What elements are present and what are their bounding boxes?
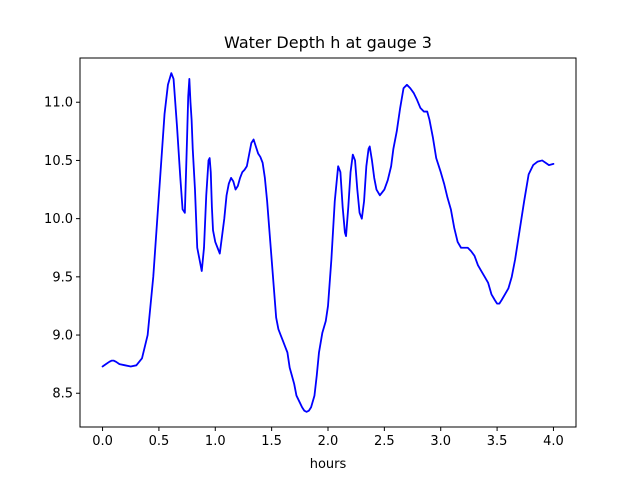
x-tick-label: 2.0 [318,434,339,449]
y-tick-label: 10.5 [44,154,73,169]
plot-area-frame [79,57,577,428]
x-axis-ticks: 0.0 0.5 1.0 1.5 2.0 2.5 3.0 3.5 4.0 [92,427,564,449]
y-tick-label: 9.5 [52,270,73,285]
chart-title: Water Depth h at gauge 3 [224,33,432,52]
x-tick-label: 3.5 [487,434,508,449]
x-tick-label: 1.0 [205,434,226,449]
series-layer [101,72,555,413]
y-tick-label: 9.0 [52,329,73,344]
x-axis-label: hours [310,457,347,472]
x-tick-label: 0.0 [92,434,113,449]
y-tick-label: 8.5 [52,387,73,402]
series-line-0 [101,72,555,413]
y-axis-ticks: 8.5 9.0 9.5 10.0 10.5 11.0 [44,96,80,402]
x-tick-label: 2.5 [374,434,395,449]
x-tick-label: 3.0 [430,434,451,449]
y-tick-label: 10.0 [44,212,73,227]
x-tick-label: 1.5 [261,434,282,449]
x-tick-label: 4.0 [543,434,564,449]
y-tick-label: 11.0 [44,96,73,111]
x-tick-label: 0.5 [149,434,170,449]
